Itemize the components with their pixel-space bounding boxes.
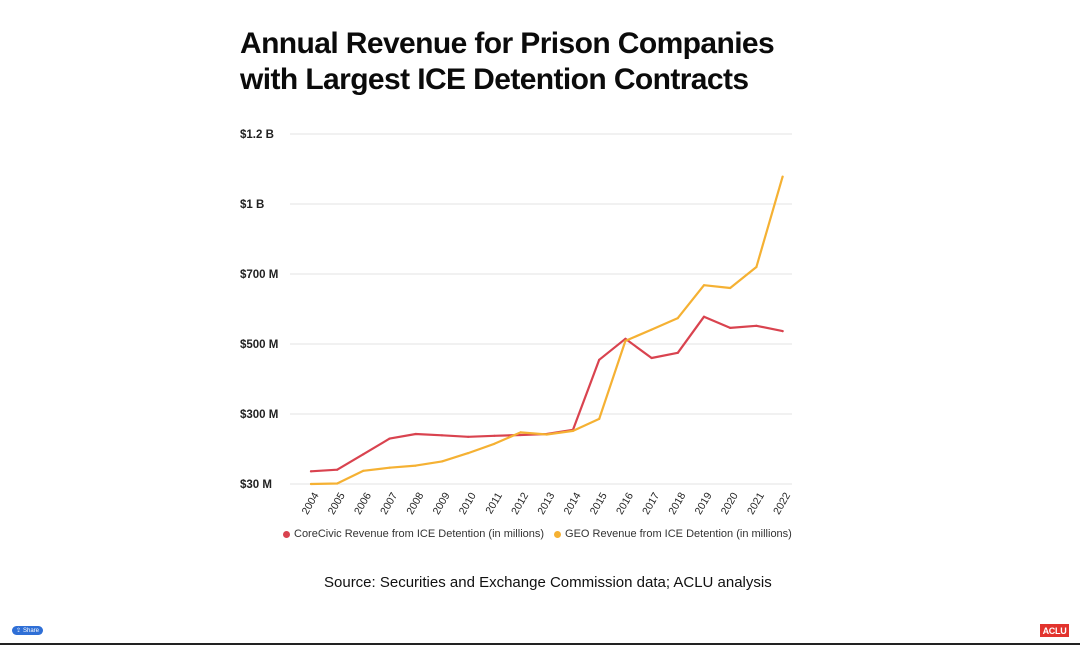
chart-title-line-2: with Largest ICE Detention Contracts <box>240 63 749 96</box>
data-point <box>624 337 627 340</box>
data-point <box>755 265 758 269</box>
y-tick-label: $30 M <box>240 479 272 491</box>
data-point <box>493 442 496 445</box>
legend-item-geo: GEO Revenue from ICE Detention (in milli… <box>554 528 792 540</box>
data-point <box>702 284 706 287</box>
data-point <box>309 470 313 473</box>
share-button[interactable]: ⇪ Share <box>12 626 43 635</box>
data-point <box>676 351 679 354</box>
data-point <box>781 175 784 178</box>
data-point <box>388 437 391 440</box>
data-point <box>440 460 444 463</box>
data-point <box>729 286 732 290</box>
data-point <box>309 482 313 486</box>
x-tick-label: 2018 <box>666 490 688 516</box>
x-tick-label: 2014 <box>562 490 584 516</box>
x-tick-label: 2021 <box>745 490 767 516</box>
y-tick-label: $1 B <box>240 199 264 211</box>
data-point <box>676 317 679 320</box>
x-tick-label: 2020 <box>719 490 741 516</box>
share-label: Share <box>23 627 40 634</box>
data-point <box>781 330 784 333</box>
data-point <box>519 433 522 437</box>
chart-title: Annual Revenue for Prison Companies with… <box>240 26 860 98</box>
source-note: Source: Securities and Exchange Commissi… <box>324 574 772 591</box>
series-line-corecivic <box>309 315 784 473</box>
data-point <box>755 324 758 327</box>
data-point <box>650 356 653 360</box>
data-point <box>571 429 575 432</box>
x-tick-label: 2011 <box>483 490 505 516</box>
data-point <box>414 432 417 436</box>
chart-legend: CoreCivic Revenue from ICE Detention (in… <box>283 528 796 540</box>
x-tick-label: 2022 <box>771 490 793 516</box>
x-tick-label: 2005 <box>326 490 348 516</box>
data-point <box>650 328 653 331</box>
legend-marker-corecivic <box>283 530 290 538</box>
y-tick-label: $500 M <box>240 339 278 351</box>
data-point <box>624 339 627 342</box>
x-tick-label: 2010 <box>457 490 479 516</box>
x-tick-label: 2016 <box>614 490 636 516</box>
x-tick-label: 2019 <box>693 490 715 516</box>
legend-label-corecivic: CoreCivic Revenue from ICE Detention (in… <box>294 528 545 540</box>
y-tick-label: $1.2 B <box>240 129 274 141</box>
bottom-divider <box>0 643 1080 645</box>
x-tick-label: 2009 <box>431 490 453 516</box>
data-point <box>440 434 444 437</box>
data-point <box>336 468 339 471</box>
data-point <box>545 433 548 436</box>
aclu-logo: ACLU <box>1040 624 1069 637</box>
data-point <box>336 482 339 485</box>
y-tick-label: $300 M <box>240 409 278 421</box>
data-point <box>598 417 601 420</box>
x-tick-label: 2006 <box>352 490 374 516</box>
legend-label-geo: GEO Revenue from ICE Detention (in milli… <box>565 528 792 540</box>
data-point <box>598 358 601 361</box>
data-point <box>729 326 732 329</box>
x-tick-label: 2004 <box>300 490 322 516</box>
data-point <box>467 452 470 455</box>
chart-title-line-1: Annual Revenue for Prison Companies <box>240 27 775 60</box>
data-point <box>519 431 522 434</box>
data-point <box>388 466 391 469</box>
data-point <box>414 464 417 467</box>
legend-item-corecivic: CoreCivic Revenue from ICE Detention (in… <box>283 528 544 540</box>
series-line-geo <box>309 175 784 486</box>
share-icon: ⇪ <box>15 627 21 634</box>
y-tick-label: $700 M <box>240 269 278 281</box>
x-tick-label: 2013 <box>535 490 557 516</box>
data-point <box>362 453 365 456</box>
x-tick-label: 2008 <box>404 490 426 516</box>
x-tick-label: 2017 <box>640 490 662 516</box>
data-point <box>493 434 496 437</box>
legend-marker-geo <box>554 530 562 538</box>
data-point <box>362 469 365 472</box>
x-tick-label: 2007 <box>378 490 400 516</box>
x-tick-label: 2015 <box>588 490 610 516</box>
x-tick-label: 2012 <box>509 490 531 516</box>
data-point <box>702 315 706 318</box>
data-point <box>467 435 470 438</box>
